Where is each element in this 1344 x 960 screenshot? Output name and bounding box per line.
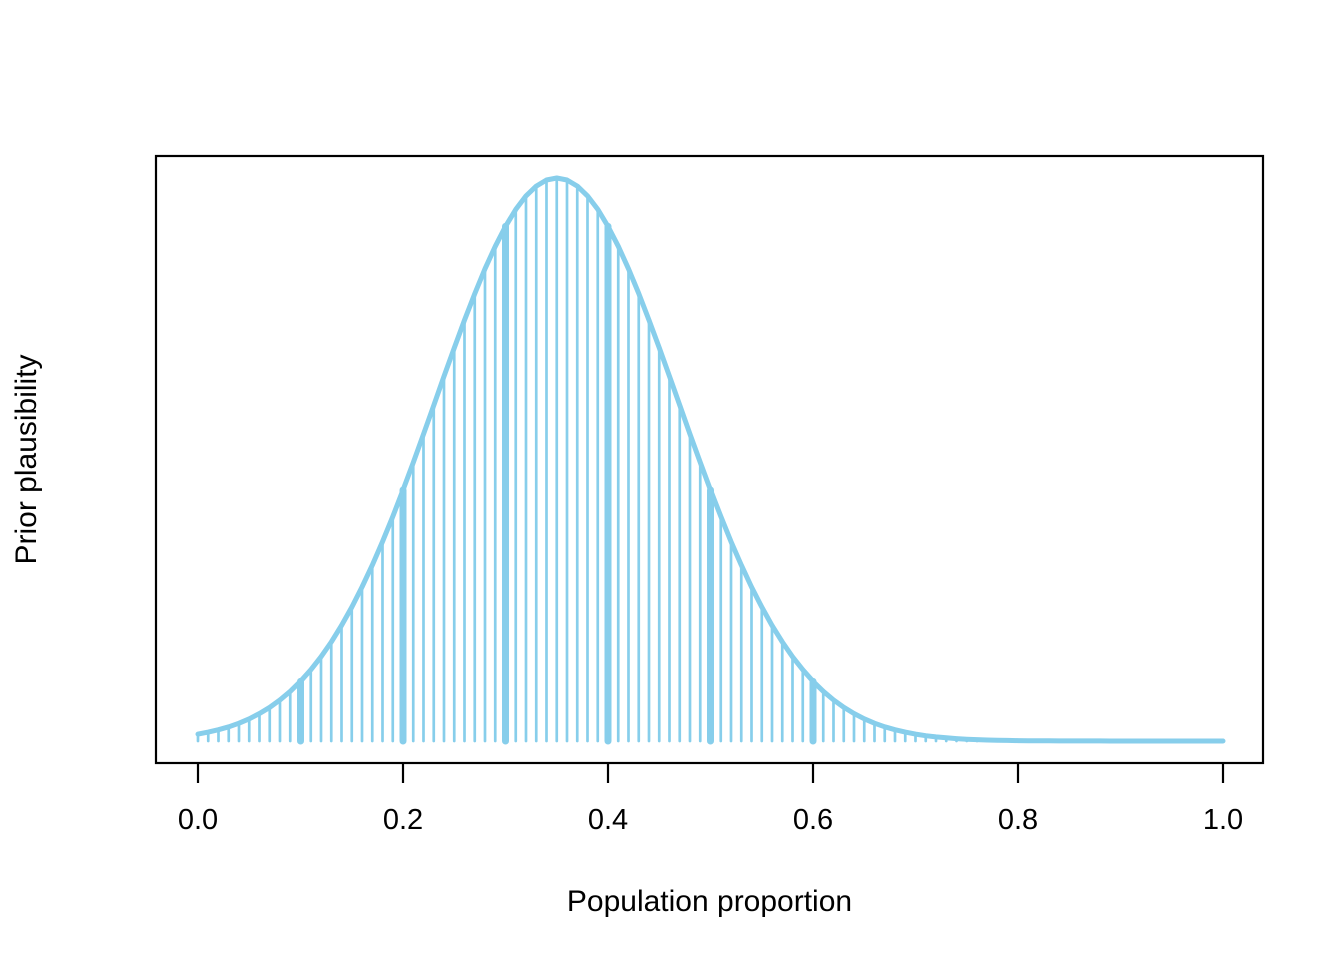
x-axis-tick-label: 0.6	[793, 804, 833, 836]
x-axis: 0.0 0.2 0.4 0.6 0.8 1.0	[178, 763, 1243, 836]
hatch-segments	[196, 176, 1225, 745]
x-axis-tick-label: 0.8	[998, 804, 1038, 836]
y-axis-title: Prior plausibility	[10, 354, 43, 564]
x-axis-tick-label: 1.0	[1203, 804, 1243, 836]
x-axis-tick-label: 0.2	[383, 804, 423, 836]
density-curve	[195, 175, 1226, 744]
plot-box	[154, 154, 1265, 765]
x-axis-title: Population proportion	[567, 885, 852, 918]
x-axis-tick-label: 0.0	[178, 804, 218, 836]
x-axis-tick-label: 0.4	[588, 804, 628, 836]
